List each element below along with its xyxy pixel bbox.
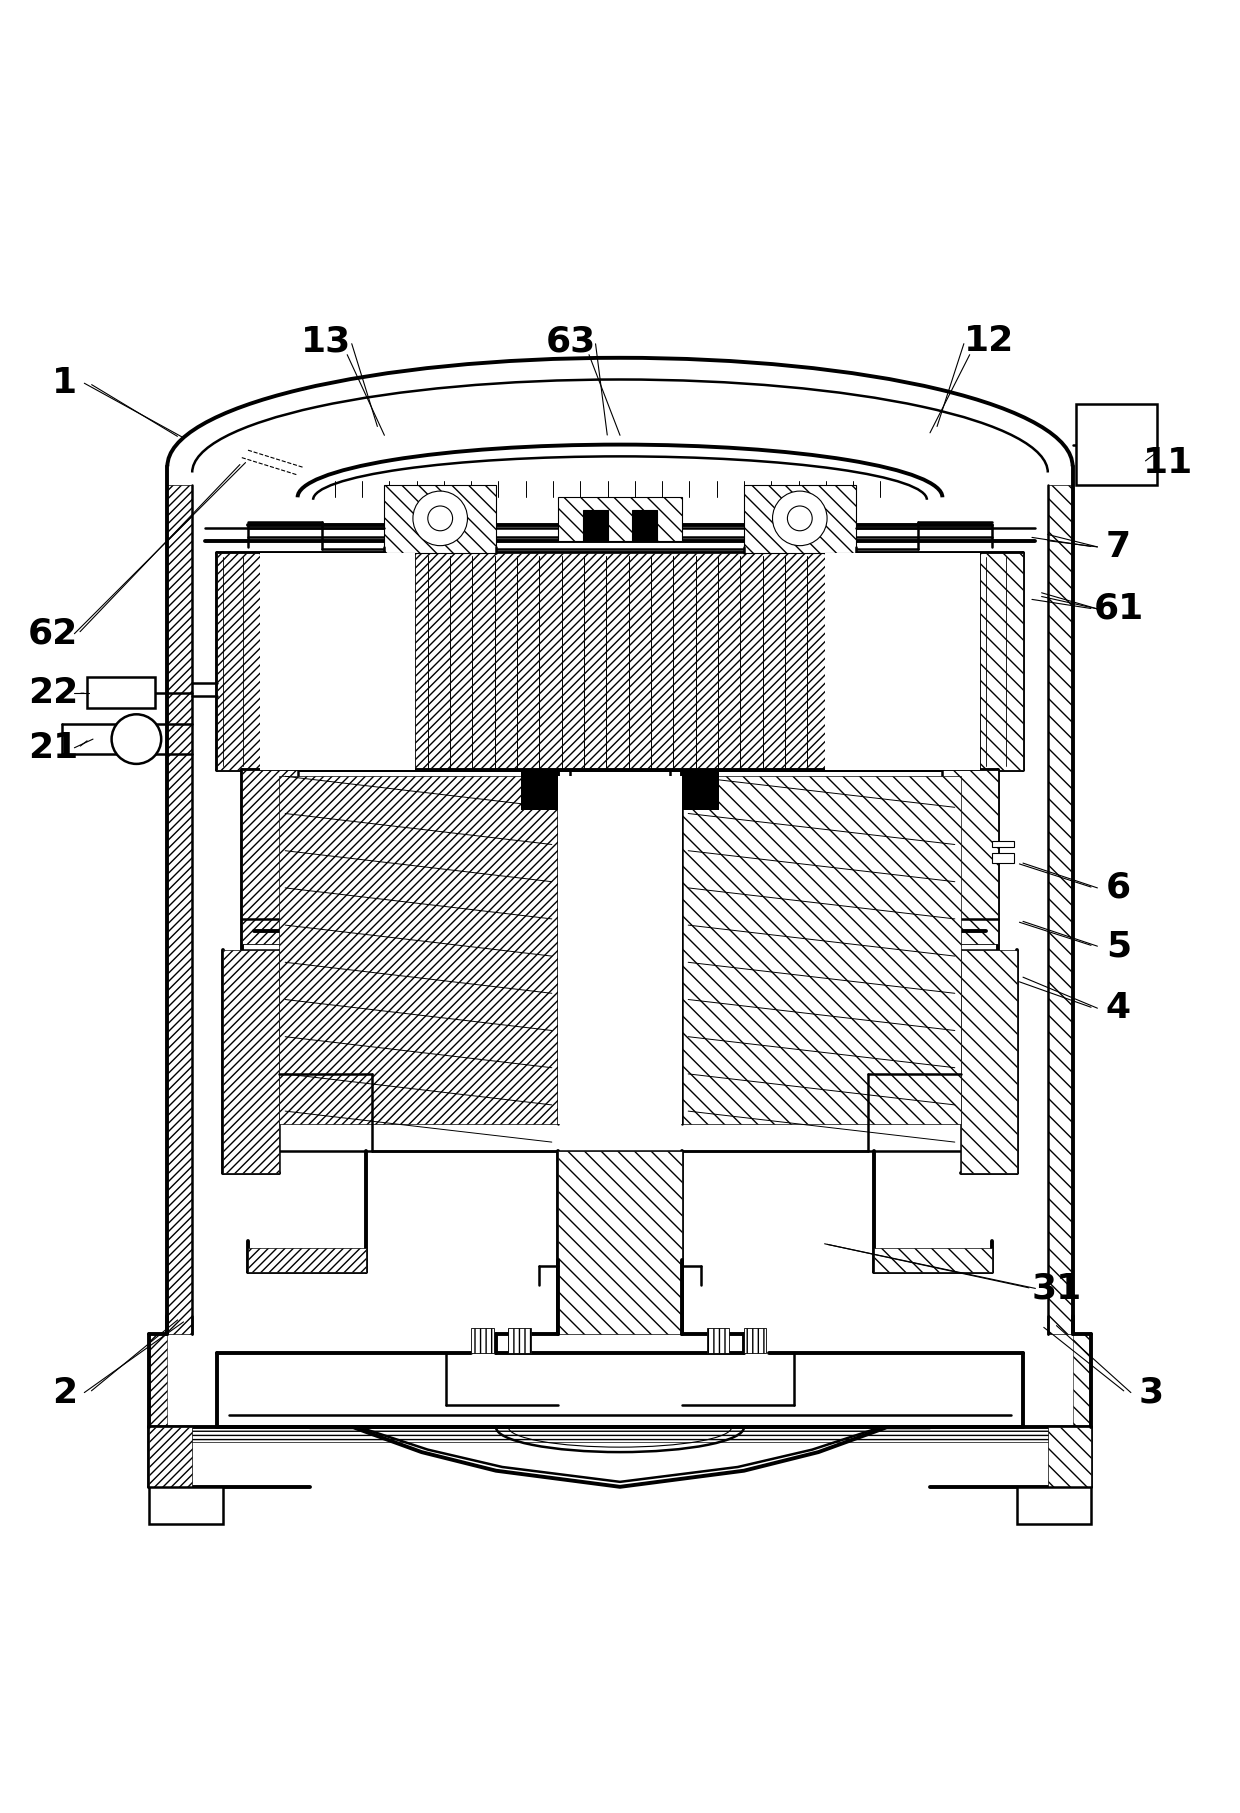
Bar [583,509,608,540]
Polygon shape [558,1151,682,1334]
Bar [1017,1487,1091,1525]
Text: 6: 6 [1106,870,1131,905]
Bar [521,771,558,810]
Circle shape [112,714,161,763]
Polygon shape [149,1334,167,1427]
Bar [992,854,1014,863]
Text: 12: 12 [965,325,1014,357]
Polygon shape [248,1247,366,1273]
Polygon shape [217,553,260,771]
Polygon shape [682,776,961,1124]
Text: 5: 5 [1106,930,1131,963]
Circle shape [413,491,467,546]
Bar [87,676,155,709]
Text: 7: 7 [1106,529,1131,564]
Polygon shape [415,553,825,771]
Polygon shape [961,950,1017,1173]
Bar [744,1329,766,1352]
Text: 31: 31 [1032,1271,1081,1305]
Polygon shape [149,1427,192,1487]
Circle shape [428,506,453,531]
Circle shape [773,491,827,546]
Text: 61: 61 [1094,591,1143,625]
Polygon shape [242,771,298,945]
Bar [825,553,980,771]
Bar [632,509,657,540]
Text: 22: 22 [29,676,78,711]
Polygon shape [167,484,192,1334]
Polygon shape [279,776,558,1124]
Bar [471,1329,494,1352]
Text: 13: 13 [301,325,351,357]
Bar [149,1487,223,1525]
Bar [1076,404,1157,484]
Text: 3: 3 [1138,1376,1163,1409]
Text: 11: 11 [1143,446,1193,480]
Bar [558,497,682,540]
Bar [682,771,719,810]
Bar [992,841,1014,847]
Polygon shape [874,1247,992,1273]
Text: 2: 2 [52,1376,77,1409]
Polygon shape [744,484,856,553]
Polygon shape [384,484,496,553]
Bar [558,776,682,1124]
Polygon shape [1073,1334,1091,1427]
Polygon shape [942,771,998,945]
Text: 62: 62 [29,616,78,651]
Text: 4: 4 [1106,992,1131,1024]
Polygon shape [223,950,279,1173]
Polygon shape [980,553,1023,771]
Polygon shape [1048,484,1073,1334]
Polygon shape [149,1427,1091,1441]
Bar [707,1329,729,1352]
Circle shape [787,506,812,531]
Text: 21: 21 [29,731,78,765]
Text: 63: 63 [546,325,595,357]
Bar [260,553,415,771]
Polygon shape [1048,1427,1091,1487]
Text: 1: 1 [52,366,77,401]
Bar [508,1329,531,1352]
